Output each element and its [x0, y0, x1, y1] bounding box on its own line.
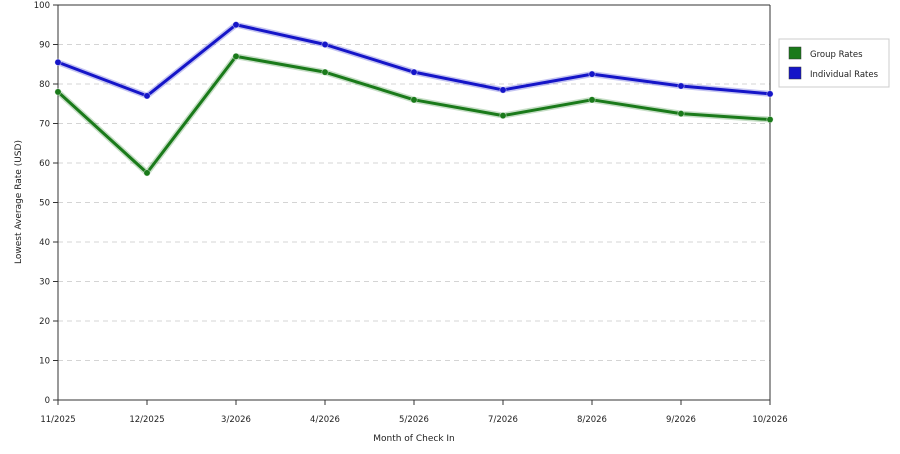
- x-tick-label: 12/2025: [129, 415, 164, 425]
- x-tick-label: 9/2026: [666, 415, 696, 425]
- y-tick-label: 30: [39, 278, 50, 288]
- x-tick-label: 10/2026: [752, 415, 787, 425]
- y-tick-label: 10: [39, 357, 50, 367]
- y-tick-label: 60: [39, 159, 50, 169]
- data-point-group-rates: [588, 96, 596, 104]
- data-point-group-rates: [766, 116, 774, 124]
- data-point-group-rates: [321, 68, 329, 76]
- legend-swatch-group-rates: [788, 46, 802, 60]
- legend-label-group-rates: Group Rates: [810, 50, 863, 60]
- y-tick-label: 0: [45, 396, 50, 406]
- y-axis-title: Lowest Average Rate (USD): [14, 140, 24, 264]
- axis-layer: 0 10 20 30 40 50 60 70 80 90 100 11/2025 12/2025 3/20…: [34, 1, 788, 425]
- grid-layer: [58, 44, 770, 361]
- data-point-individual-rates: [232, 21, 240, 29]
- series-halo-individual-rates: [56, 21, 771, 99]
- x-axis-title: Month of Check In: [373, 434, 455, 444]
- y-tick-label: 40: [39, 238, 50, 248]
- x-tick-label: 4/2026: [310, 415, 340, 425]
- y-tick-label: 90: [39, 41, 50, 51]
- data-point-individual-rates: [410, 68, 418, 76]
- data-point-individual-rates: [766, 90, 774, 98]
- data-point-individual-rates: [677, 82, 685, 90]
- y-tick-label: 80: [39, 80, 50, 90]
- y-tick-label: 100: [34, 1, 50, 11]
- data-point-individual-rates: [54, 58, 62, 66]
- data-point-individual-rates: [499, 86, 507, 94]
- data-point-group-rates: [499, 112, 507, 120]
- data-point-group-rates: [410, 96, 418, 104]
- data-point-individual-rates: [588, 70, 596, 78]
- x-tick-label: 7/2026: [488, 415, 518, 425]
- x-tick-label: 5/2026: [399, 415, 429, 425]
- data-point-group-rates: [54, 88, 62, 96]
- data-point-group-rates: [677, 110, 685, 118]
- x-tick-label: 11/2025: [40, 415, 75, 425]
- x-tick-label: 8/2026: [577, 415, 607, 425]
- series-layer: [54, 21, 774, 177]
- y-tick-label: 70: [39, 120, 50, 130]
- data-point-group-rates: [143, 169, 151, 177]
- legend-label-individual-rates: Individual Rates: [810, 70, 879, 80]
- y-tick-label: 20: [39, 317, 50, 327]
- y-tick-label: 50: [39, 199, 50, 209]
- x-tick-label: 3/2026: [221, 415, 251, 425]
- legend-swatch-individual-rates: [788, 66, 802, 80]
- data-point-individual-rates: [143, 92, 151, 100]
- data-point-group-rates: [232, 52, 240, 60]
- data-point-individual-rates: [321, 40, 329, 48]
- chart-legend: Group Rates Individual Rates: [778, 38, 890, 88]
